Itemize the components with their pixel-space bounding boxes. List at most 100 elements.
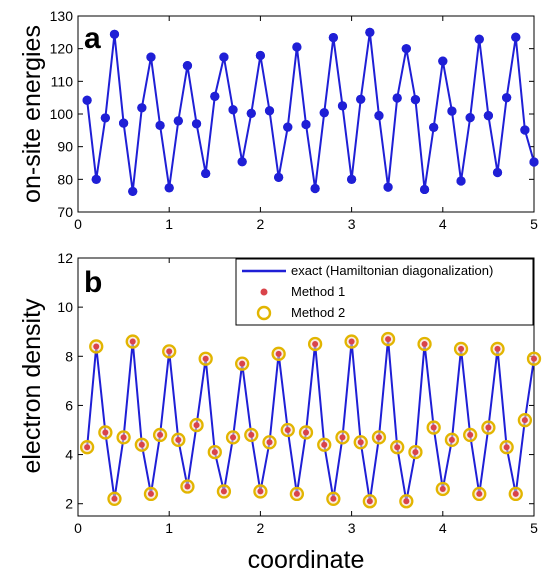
legend-label-method1: Method 1 <box>291 284 345 299</box>
y-axis-label-a: on-site energies <box>18 25 46 203</box>
y-tick-label: 90 <box>57 139 73 155</box>
method1-point <box>485 424 492 431</box>
plot-frame-a <box>77 15 535 213</box>
data-point <box>347 174 357 184</box>
method1-point <box>521 417 528 424</box>
y-tick-label: 4 <box>65 447 73 463</box>
x-tick-label: 0 <box>74 216 82 232</box>
method1-point <box>348 338 355 345</box>
data-point <box>128 186 138 197</box>
x-tick-label: 5 <box>530 520 538 536</box>
data-point <box>410 95 421 105</box>
x-tick-label: 4 <box>439 216 447 232</box>
method1-point <box>184 483 191 490</box>
method1-point <box>512 490 519 497</box>
data-point <box>474 34 484 44</box>
data-point <box>483 111 493 121</box>
y-tick-label: 70 <box>57 204 73 220</box>
method1-point <box>385 336 392 343</box>
method1-point <box>303 429 309 436</box>
panel-a: 0 1 2 3 4 5 70 80 90 100 110 120 130 a on-site energ… <box>18 8 539 232</box>
x-tick-label: 3 <box>348 520 356 536</box>
method1-point <box>230 434 237 441</box>
y-tick-label: 10 <box>57 299 73 315</box>
y-tick-label: 12 <box>57 250 73 266</box>
method1-point <box>138 441 145 448</box>
method1-point <box>503 444 510 451</box>
x-tick-label: 0 <box>74 520 82 536</box>
legend-label-method2: Method 2 <box>291 305 345 320</box>
axes-ticks-a: 0 1 2 3 4 5 70 80 90 100 110 120 130 <box>50 8 538 232</box>
data-point <box>100 113 110 123</box>
y-axis-label-b: electron density <box>18 298 46 474</box>
x-tick-label: 2 <box>257 520 265 536</box>
data-point <box>438 56 448 66</box>
method1-point <box>93 343 100 350</box>
series-line <box>86 32 534 192</box>
x-axis-label: coordinate <box>248 546 365 574</box>
series-b <box>79 331 542 509</box>
method1-point <box>476 490 483 497</box>
y-tick-label: 100 <box>50 106 74 122</box>
method1-point <box>120 434 127 441</box>
data-point <box>191 119 202 129</box>
data-point <box>529 157 539 167</box>
method1-point <box>157 431 164 438</box>
data-point <box>173 116 183 126</box>
legend-swatch-method1 <box>260 288 268 296</box>
method1-point <box>531 355 537 362</box>
data-point <box>310 183 320 194</box>
data-point <box>228 105 238 115</box>
data-point <box>283 122 293 132</box>
method1-point <box>394 444 401 451</box>
y-tick-label: 130 <box>50 8 74 24</box>
method1-point <box>84 444 91 451</box>
method1-point <box>239 360 246 367</box>
data-point <box>447 106 457 116</box>
data-point <box>274 172 284 182</box>
data-point <box>82 95 92 105</box>
panel-label-b: b <box>84 266 102 299</box>
data-point <box>155 120 165 131</box>
data-point <box>429 122 439 132</box>
data-point <box>328 32 338 43</box>
data-point <box>237 157 247 167</box>
data-point <box>520 125 530 135</box>
data-point <box>91 174 101 184</box>
method1-point <box>439 485 446 492</box>
method1-point <box>458 345 465 352</box>
data-point <box>502 93 512 103</box>
data-point <box>419 184 430 195</box>
data-point <box>119 118 129 128</box>
data-point <box>246 108 256 118</box>
data-point <box>511 32 521 42</box>
data-point <box>365 27 375 37</box>
method1-point <box>339 434 346 441</box>
method1-point <box>330 495 337 502</box>
method1-point <box>175 436 182 443</box>
data-point <box>255 50 265 61</box>
data-point <box>109 29 120 39</box>
method1-point <box>193 422 200 429</box>
method1-point <box>211 449 218 456</box>
series-a <box>82 27 539 197</box>
data-point <box>492 167 503 178</box>
legend-swatch-method2 <box>256 305 272 321</box>
data-point <box>465 112 475 123</box>
data-point <box>210 91 220 101</box>
method1-point <box>403 498 410 505</box>
x-tick-label: 4 <box>439 520 447 536</box>
method1-point <box>321 441 328 448</box>
method1-point <box>421 341 428 347</box>
y-tick-label: 80 <box>57 171 73 187</box>
method1-point <box>257 488 264 495</box>
data-point <box>146 52 156 62</box>
method1-point <box>166 348 173 355</box>
y-tick-label: 110 <box>51 73 74 89</box>
method1-point <box>448 436 455 443</box>
data-point <box>356 94 366 104</box>
data-point <box>401 44 411 54</box>
data-point <box>164 183 174 193</box>
data-point <box>292 42 302 52</box>
